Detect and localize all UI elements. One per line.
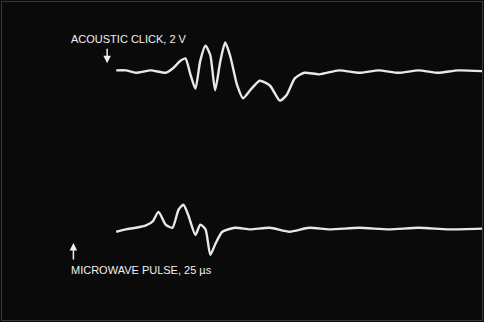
svg-text:ACOUSTIC CLICK, 2 V: ACOUSTIC CLICK, 2 V bbox=[71, 33, 187, 45]
svg-text:MICROWAVE PULSE, 25 µs: MICROWAVE PULSE, 25 µs bbox=[71, 264, 212, 276]
